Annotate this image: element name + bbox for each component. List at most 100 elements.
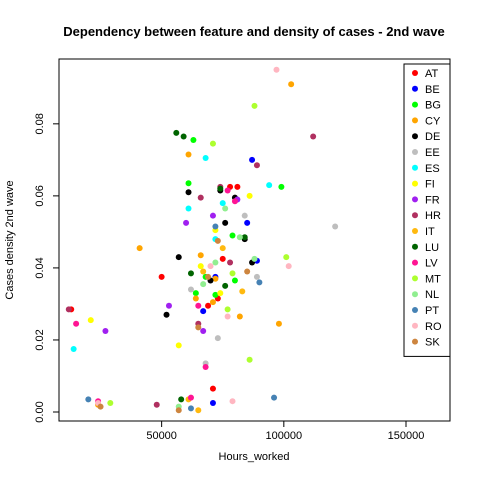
point-sk	[195, 324, 202, 331]
point-de	[222, 219, 229, 226]
y-axis: 0.00 0.02 0.04 0.06 0.08	[34, 113, 59, 423]
legend-label: IT	[425, 226, 435, 238]
point-de	[163, 311, 170, 318]
point-lu	[180, 133, 187, 140]
point-ro	[273, 66, 280, 73]
point-mt	[224, 306, 231, 313]
point-cy	[212, 275, 219, 282]
point-it	[195, 407, 202, 414]
y-tick-label: 0.00	[34, 401, 46, 422]
legend-marker	[412, 307, 418, 313]
point-bg	[190, 137, 197, 144]
point-it	[219, 245, 226, 252]
legend-marker	[412, 149, 418, 155]
legend-label: RO	[425, 321, 442, 333]
legend-marker	[412, 180, 418, 187]
point-nl	[222, 205, 229, 212]
point-cy	[185, 151, 192, 158]
point-sk	[205, 273, 212, 280]
point-fi	[217, 290, 224, 297]
point-sk	[214, 237, 221, 244]
legend-label: CY	[425, 115, 441, 127]
point-mt	[229, 270, 236, 277]
legend: AT BE BG CY DE EE ES FI FR HR IT LU LV MT NL PT RO SK	[403, 63, 451, 357]
point-mt	[107, 399, 114, 406]
point-cy	[136, 245, 143, 252]
point-be	[200, 308, 207, 315]
point-ee	[253, 273, 260, 280]
legend-label: HR	[425, 210, 441, 222]
point-lu	[241, 234, 248, 241]
point-mt	[246, 356, 253, 363]
legend-marker	[412, 228, 418, 234]
point-lv	[195, 302, 202, 309]
legend-label: EE	[425, 147, 440, 159]
point-cy	[197, 252, 204, 259]
point-nl	[236, 234, 243, 241]
point-ee	[187, 286, 194, 293]
legend-label: PT	[425, 305, 439, 317]
legend-marker	[412, 259, 418, 266]
point-at	[158, 273, 165, 280]
legend-marker	[412, 133, 418, 140]
legend-label: LU	[425, 242, 439, 254]
point-fi	[197, 263, 204, 270]
point-cy	[192, 295, 199, 302]
point-cy	[236, 313, 243, 320]
legend-label: FI	[425, 179, 435, 191]
point-mt	[209, 140, 216, 147]
point-lv	[231, 198, 238, 205]
x-axis-label: Hours_worked	[219, 451, 290, 463]
point-nl	[251, 255, 258, 262]
point-bg	[212, 291, 219, 298]
point-hr	[197, 194, 204, 201]
point-fi	[246, 192, 253, 199]
legend-marker	[412, 164, 418, 171]
point-pt	[85, 396, 92, 403]
point-hr	[153, 401, 160, 408]
point-ro	[285, 263, 292, 270]
y-tick-label: 0.08	[34, 113, 46, 134]
legend-label: BE	[425, 84, 440, 96]
point-fr	[200, 327, 207, 334]
point-sk	[97, 403, 104, 410]
point-lv	[202, 363, 209, 370]
legend-box	[403, 63, 451, 357]
point-at	[205, 302, 212, 309]
point-lu	[187, 270, 194, 277]
point-at	[234, 183, 241, 190]
point-at	[219, 255, 226, 262]
point-fr	[209, 212, 216, 219]
legend-label: NL	[425, 289, 439, 301]
point-nl	[212, 259, 219, 266]
point-it	[200, 268, 207, 275]
point-ro	[229, 398, 236, 405]
x-tick-label: 50000	[146, 430, 177, 442]
legend-marker	[412, 338, 418, 345]
point-lu	[178, 396, 185, 403]
point-be	[249, 156, 256, 163]
x-tick-label: 100000	[265, 430, 302, 442]
point-ee	[332, 223, 339, 230]
legend-marker	[412, 196, 418, 203]
legend-marker	[412, 291, 418, 298]
legend-marker	[412, 70, 418, 76]
point-ee	[214, 335, 221, 342]
point-fr	[102, 327, 109, 334]
y-tick-label: 0.04	[34, 257, 46, 278]
point-bg	[185, 180, 192, 187]
point-lu	[217, 185, 224, 192]
x-tick-label: 150000	[388, 430, 425, 442]
legend-label: BG	[425, 100, 441, 112]
legend-marker	[412, 212, 418, 219]
x-axis: 50000 100000 150000	[146, 421, 424, 442]
point-mt	[283, 254, 290, 261]
point-be	[209, 399, 216, 406]
point-cy	[209, 299, 216, 306]
point-cy	[288, 81, 295, 88]
legend-label: MT	[425, 273, 441, 285]
point-pt	[256, 279, 263, 286]
point-ro	[207, 263, 214, 270]
point-it	[239, 288, 246, 295]
